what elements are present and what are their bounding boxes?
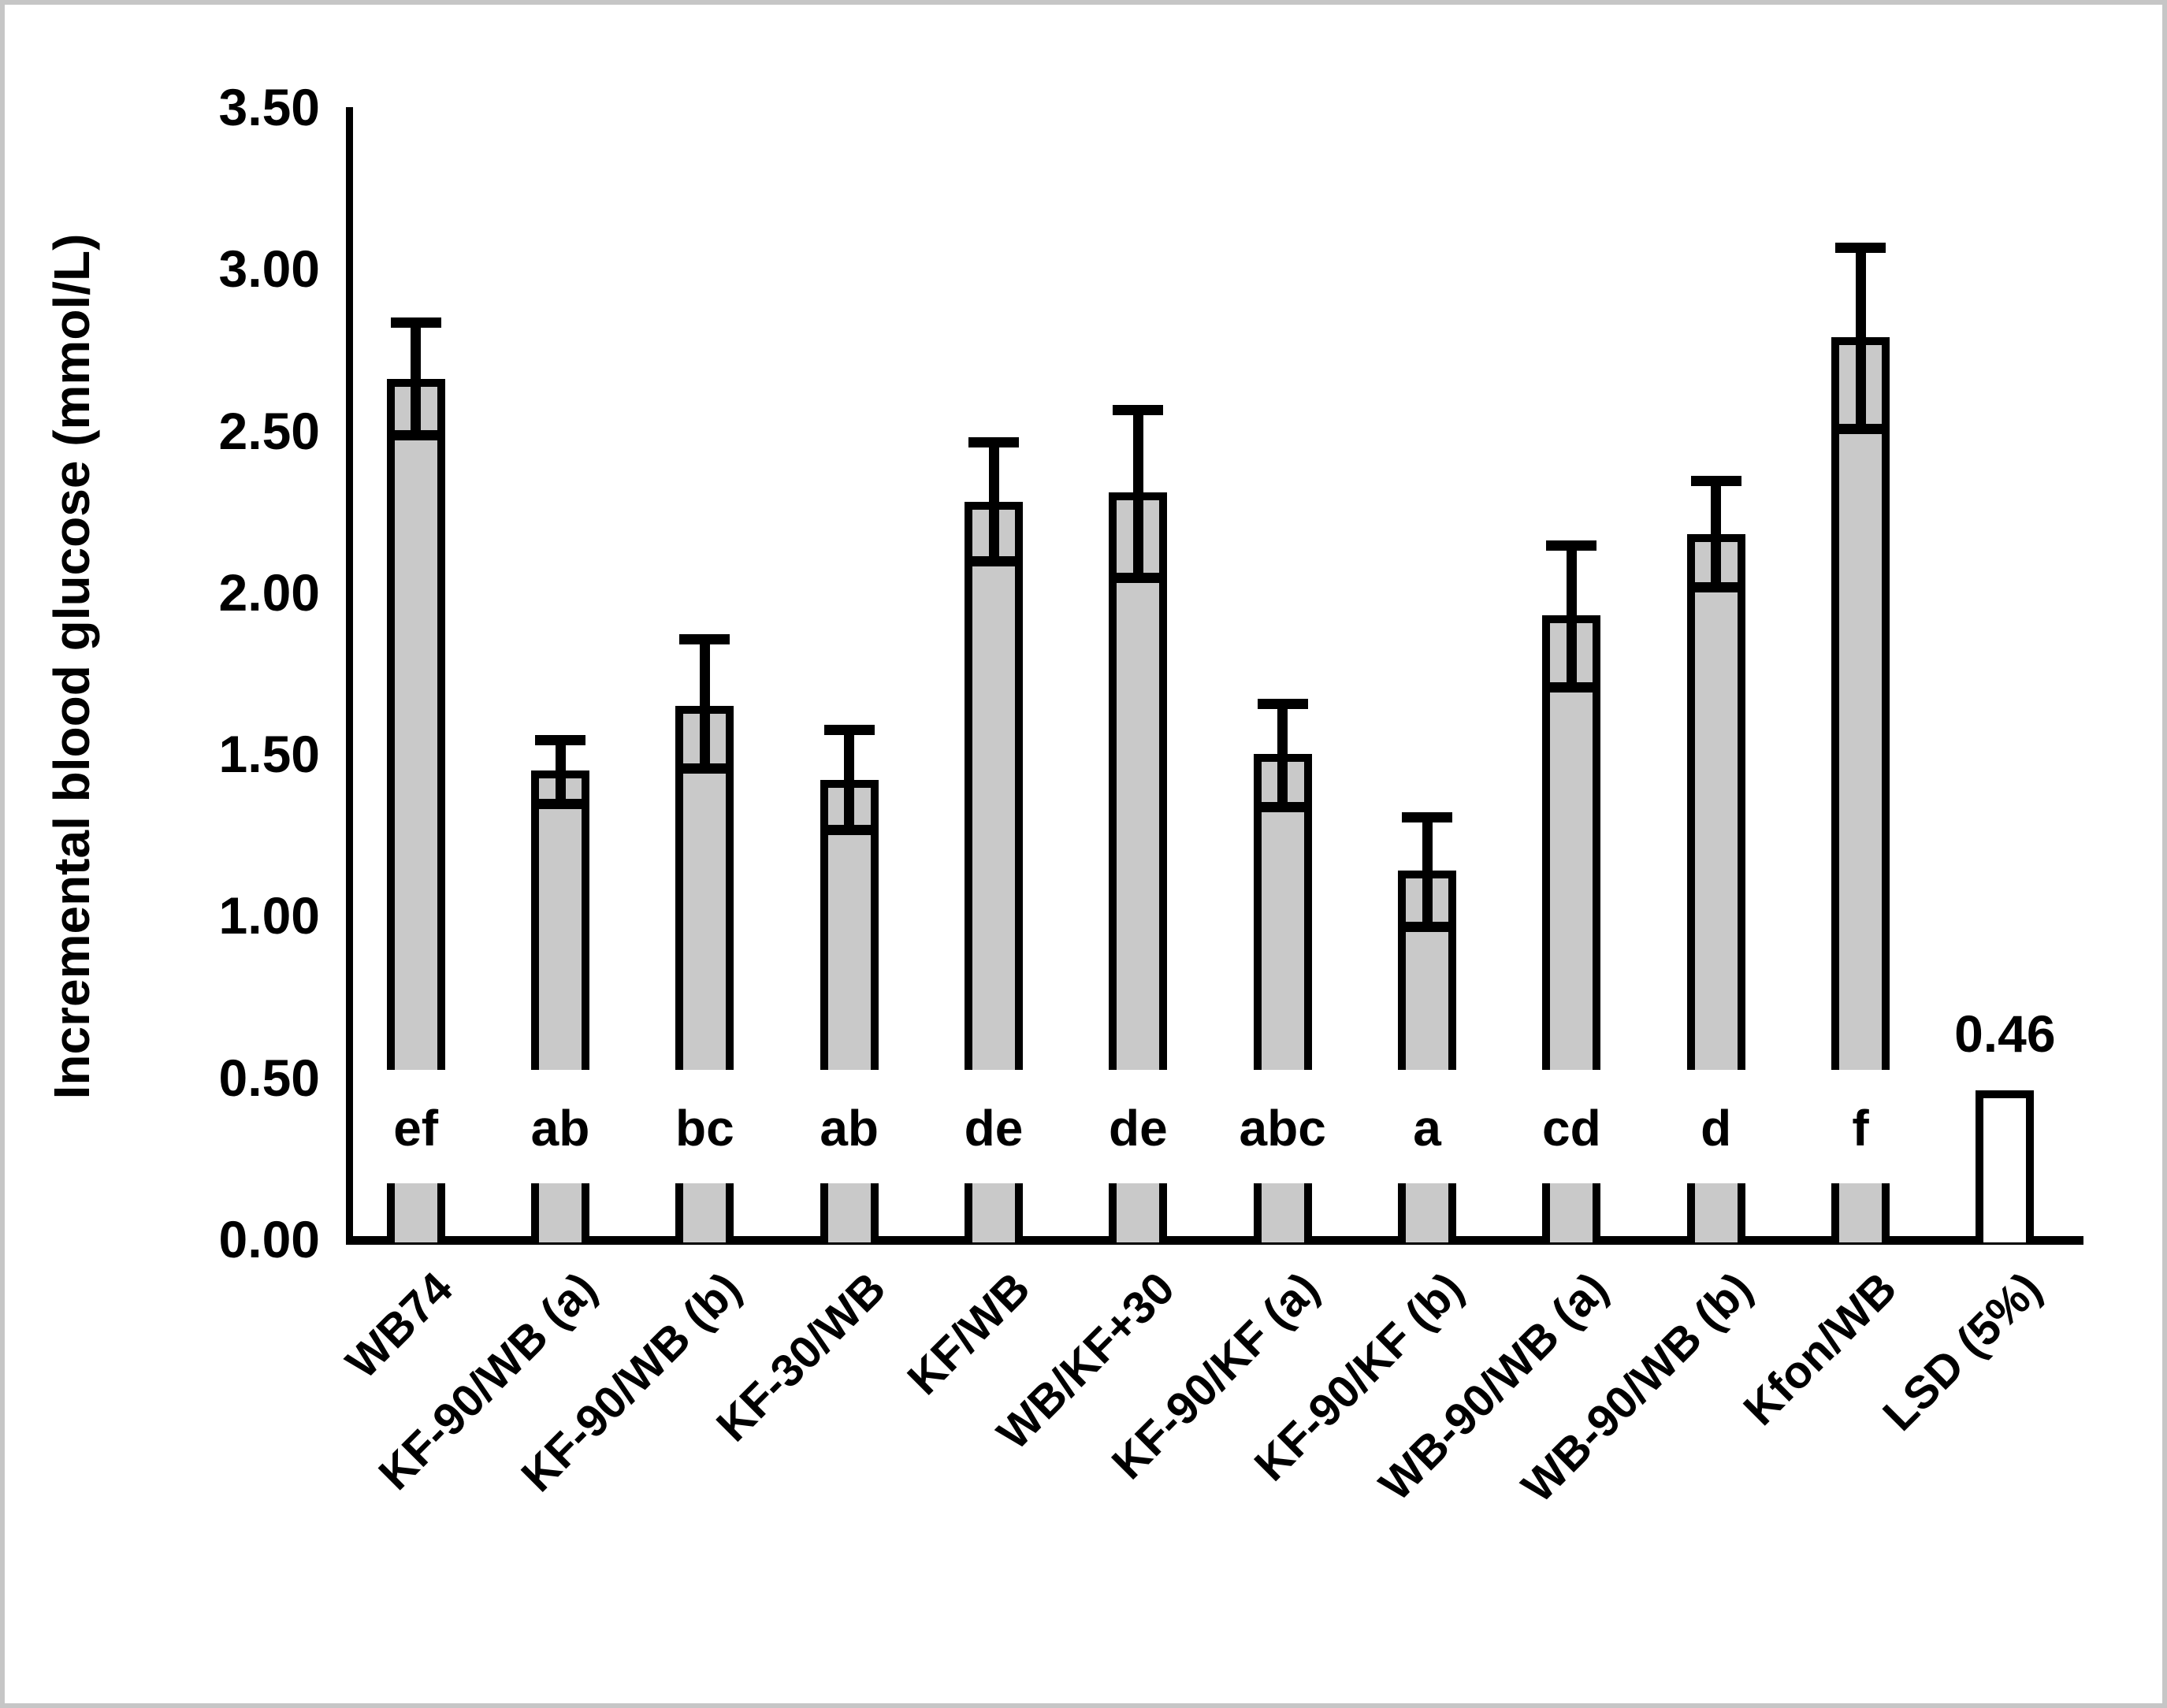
error-cap-top — [1402, 812, 1452, 823]
lsd-value-label: 0.46 — [1954, 1004, 2056, 1064]
y-tick-label: 0.50 — [218, 1048, 320, 1107]
sig-letter: de — [1108, 1100, 1168, 1157]
sig-letter: a — [1413, 1100, 1441, 1157]
sig-letter: ab — [530, 1100, 590, 1157]
x-axis-line — [346, 1236, 2083, 1245]
sig-letter: cd — [1541, 1100, 1601, 1157]
y-tick-label: 1.00 — [218, 886, 320, 945]
lsd-bar — [1976, 1090, 2035, 1242]
error-cap-bottom — [1257, 802, 1308, 813]
sig-letter: ab — [820, 1100, 879, 1157]
error-whisker — [1277, 699, 1288, 813]
error-cap-top — [1546, 540, 1597, 551]
error-whisker — [699, 634, 710, 774]
error-cap-top — [968, 436, 1019, 447]
error-cap-bottom — [1402, 921, 1452, 932]
error-whisker — [1566, 540, 1577, 693]
sig-letter: d — [1701, 1100, 1732, 1157]
error-cap-top — [823, 725, 875, 736]
sig-letter: abc — [1239, 1100, 1326, 1157]
x-tick-label: LSD (5%) — [1872, 1262, 2051, 1441]
sig-letter: ef — [393, 1100, 439, 1157]
error-cap-bottom — [1690, 581, 1741, 592]
error-whisker — [1711, 476, 1722, 592]
sig-letter: bc — [675, 1100, 734, 1157]
y-tick-label: 0.00 — [218, 1210, 320, 1268]
y-tick-label: 3.50 — [218, 78, 320, 136]
y-axis-line — [346, 107, 353, 1244]
y-tick-label: 1.50 — [218, 725, 320, 784]
error-cap-top — [535, 734, 585, 745]
error-whisker — [1132, 404, 1143, 583]
y-tick-label: 2.00 — [218, 563, 320, 622]
error-cap-top — [1690, 476, 1741, 487]
error-cap-bottom — [1835, 423, 1886, 434]
error-whisker — [844, 725, 855, 835]
error-cap-top — [390, 317, 441, 328]
y-axis-title: Incremental blood glucose (mmol/L) — [43, 233, 100, 1100]
error-cap-bottom — [679, 763, 730, 774]
x-tick-label: WB74 — [336, 1262, 463, 1389]
error-cap-top — [1257, 699, 1308, 710]
error-cap-bottom — [1113, 572, 1164, 583]
error-whisker — [1855, 243, 1866, 434]
error-cap-top — [679, 634, 730, 645]
error-cap-bottom — [535, 798, 585, 809]
error-whisker — [1422, 812, 1433, 932]
letters-band — [356, 1070, 1964, 1183]
error-whisker — [411, 317, 422, 440]
error-whisker — [555, 734, 566, 809]
error-cap-top — [1113, 404, 1164, 415]
x-tick-label: KF/WB — [898, 1262, 1040, 1405]
error-cap-top — [1835, 243, 1886, 254]
y-tick-label: 3.00 — [218, 239, 320, 299]
y-tick-label: 2.50 — [218, 401, 320, 460]
sig-letter: de — [964, 1100, 1024, 1157]
error-cap-bottom — [968, 556, 1019, 566]
sig-letter: f — [1852, 1100, 1869, 1157]
error-cap-bottom — [823, 824, 875, 835]
error-cap-bottom — [1546, 682, 1597, 693]
error-whisker — [988, 436, 999, 566]
error-cap-bottom — [390, 429, 441, 440]
